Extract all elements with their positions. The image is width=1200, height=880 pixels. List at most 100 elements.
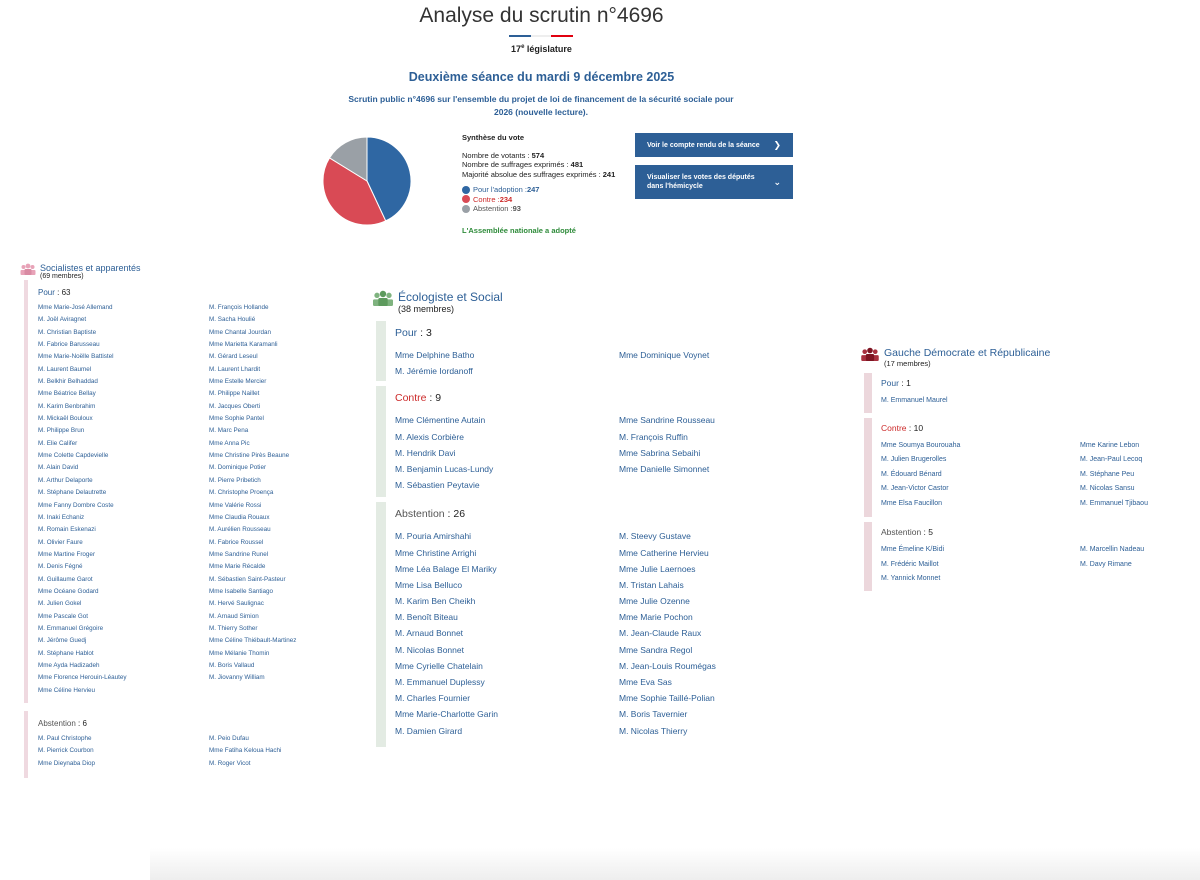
- deputy-link[interactable]: Mme Delphine Batho: [395, 350, 475, 360]
- deputy-link[interactable]: Mme Fanny Dombre Coste: [38, 501, 114, 509]
- deputy-link[interactable]: M. Benjamin Lucas-Lundy: [395, 463, 494, 474]
- deputy-link[interactable]: Mme Céline Thiébault-Martinez: [209, 637, 297, 645]
- deputy-link[interactable]: M. Christian Baptiste: [38, 328, 97, 336]
- deputy-link[interactable]: M. Stéphane Peu: [1080, 470, 1135, 478]
- deputy-link[interactable]: M. Fabrice Roussel: [209, 538, 264, 546]
- deputy-link[interactable]: Mme Océane Godard: [38, 587, 99, 595]
- deputy-link[interactable]: M. Damien Girard: [395, 725, 463, 736]
- deputy-link[interactable]: M. Philippe Naillet: [209, 390, 260, 398]
- deputy-link[interactable]: Mme Dominique Voynet: [619, 350, 710, 360]
- deputy-link[interactable]: M. Stéphane Hablot: [38, 649, 94, 657]
- deputy-link[interactable]: Mme Clémentine Autain: [395, 415, 486, 426]
- deputy-link[interactable]: Mme Béatrice Bellay: [38, 390, 96, 398]
- deputy-link[interactable]: M. Pierrick Courbon: [38, 747, 94, 755]
- deputy-link[interactable]: Mme Eva Sas: [619, 677, 672, 687]
- deputy-link[interactable]: Mme Estelle Mercier: [209, 378, 267, 386]
- deputy-link[interactable]: M. Dominique Potier: [209, 464, 267, 472]
- deputy-link[interactable]: Mme Marie-José Allemand: [38, 304, 113, 311]
- deputy-link[interactable]: M. Jean-Claude Raux: [619, 628, 702, 639]
- deputy-link[interactable]: M. Aurélien Rousseau: [209, 526, 271, 534]
- deputy-link[interactable]: Mme Valérie Rossi: [209, 501, 262, 509]
- deputy-link[interactable]: M. Laurent Baumel: [38, 365, 92, 373]
- deputy-link[interactable]: M. Steevy Gustave: [619, 531, 691, 542]
- deputy-link[interactable]: M. Frédéric Maillot: [881, 560, 939, 568]
- deputy-link[interactable]: M. Elie Califer: [38, 439, 78, 447]
- deputy-link[interactable]: M. Marc Pena: [209, 427, 249, 435]
- deputy-link[interactable]: Mme Catherine Hervieu: [619, 547, 709, 558]
- deputy-link[interactable]: Mme Anna Pic: [209, 439, 250, 447]
- deputy-link[interactable]: M. François Hollande: [209, 304, 269, 311]
- deputy-link[interactable]: M. Boris Vallaud: [209, 661, 255, 669]
- deputy-link[interactable]: Mme Marie-Charlotte Garin: [395, 709, 498, 720]
- deputy-link[interactable]: Mme Lisa Belluco: [395, 579, 463, 590]
- deputy-link[interactable]: M. Jiovanny William: [209, 674, 265, 682]
- deputy-link[interactable]: M. Alain David: [38, 464, 79, 472]
- deputy-link[interactable]: M. Hervé Saulignac: [209, 600, 264, 608]
- deputy-link[interactable]: Mme Florence Herouin-Léautey: [38, 674, 127, 682]
- deputy-link[interactable]: M. Stéphane Delautrette: [38, 489, 107, 497]
- deputy-link[interactable]: M. Julien Brugerolles: [881, 456, 947, 463]
- deputy-link[interactable]: M. Paul Christophe: [38, 735, 92, 742]
- deputy-link[interactable]: Mme Sophie Taillé-Polian: [619, 693, 715, 704]
- deputy-link[interactable]: M. Édouard Bénard: [881, 470, 942, 478]
- deputy-link[interactable]: M. Hendrik Davi: [395, 447, 456, 458]
- deputy-link[interactable]: Mme Chantal Jourdan: [209, 328, 271, 336]
- deputy-link[interactable]: M. Charles Fournier: [395, 693, 471, 704]
- deputy-link[interactable]: Mme Marie-Noëlle Battistel: [38, 353, 114, 361]
- deputy-link[interactable]: M. Yannick Monnet: [881, 575, 941, 582]
- deputy-link[interactable]: Mme Christine Arrighi: [395, 547, 477, 558]
- deputy-link[interactable]: Mme Sandra Regol: [619, 644, 693, 655]
- deputy-link[interactable]: M. Sébastien Peytavie: [395, 480, 480, 491]
- deputy-link[interactable]: M. Jean-Victor Castor: [881, 485, 949, 492]
- deputy-link[interactable]: Mme Martine Froger: [38, 550, 96, 558]
- deputy-link[interactable]: M. Joël Aviragnet: [38, 316, 87, 324]
- deputy-link[interactable]: M. Jacques Oberti: [209, 402, 261, 410]
- deputy-link[interactable]: Mme Émeline K/Bidi: [881, 546, 945, 553]
- deputy-link[interactable]: Mme Sandrine Runel: [209, 550, 269, 558]
- deputy-link[interactable]: Mme Pascale Got: [38, 612, 89, 620]
- deputy-link[interactable]: Mme Colette Capdevielle: [38, 452, 109, 460]
- deputy-link[interactable]: M. Philippe Brun: [38, 427, 85, 435]
- deputy-link[interactable]: M. Pouria Amirshahi: [395, 531, 472, 542]
- deputy-link[interactable]: M. Roger Vicot: [209, 759, 251, 767]
- deputy-link[interactable]: M. Peio Dufau: [209, 735, 249, 742]
- deputy-link[interactable]: Mme Mélanie Thomin: [209, 649, 270, 657]
- deputy-link[interactable]: Mme Céline Hervieu: [38, 686, 96, 694]
- deputy-link[interactable]: Mme Claudia Rouaux: [209, 513, 270, 521]
- deputy-link[interactable]: M. Arnaud Simion: [209, 612, 259, 620]
- deputy-link[interactable]: M. Mickaël Bouloux: [38, 415, 93, 423]
- deputy-link[interactable]: Mme Soumya Bourouaha: [881, 441, 961, 449]
- deputy-link[interactable]: M. Christophe Proença: [209, 489, 274, 497]
- deputy-link[interactable]: M. Guillaume Garot: [38, 575, 93, 583]
- deputy-link[interactable]: Mme Julie Laernoes: [619, 563, 696, 574]
- deputy-link[interactable]: M. Marcellin Nadeau: [1080, 546, 1145, 553]
- deputy-link[interactable]: M. Nicolas Thierry: [619, 725, 688, 736]
- deputy-link[interactable]: M. Boris Tavernier: [619, 709, 688, 720]
- deputy-link[interactable]: M. Arthur Delaporte: [38, 476, 93, 484]
- deputy-link[interactable]: Mme Christine Pirès Beaune: [209, 452, 290, 460]
- deputy-link[interactable]: M. Davy Rimane: [1080, 560, 1132, 568]
- deputy-link[interactable]: M. Emmanuel Grégoire: [38, 624, 104, 632]
- deputy-link[interactable]: Mme Julie Ozenne: [619, 596, 690, 607]
- deputy-link[interactable]: Mme Marietta Karamanli: [209, 341, 278, 349]
- deputy-link[interactable]: M. Emmanuel Tjibaou: [1080, 499, 1148, 507]
- deputy-link[interactable]: M. Sébastien Saint-Pasteur: [209, 575, 286, 583]
- deputy-link[interactable]: M. Nicolas Bonnet: [395, 644, 464, 655]
- deputy-link[interactable]: M. Alexis Corbière: [395, 431, 464, 442]
- deputy-link[interactable]: M. François Ruffin: [619, 431, 688, 442]
- deputy-link[interactable]: M. Inaki Echaniz: [38, 513, 85, 521]
- compte-rendu-button[interactable]: Voir le compte rendu de la séance ❯: [635, 133, 793, 157]
- deputy-link[interactable]: M. Benoît Biteau: [395, 612, 458, 623]
- deputy-link[interactable]: Mme Fatiha Keloua Hachi: [209, 747, 282, 755]
- deputy-link[interactable]: Mme Isabelle Santiago: [209, 587, 274, 595]
- deputy-link[interactable]: M. Jean-Paul Lecoq: [1080, 456, 1143, 463]
- hemicycle-button[interactable]: Visualiser les votes des députés dans l'…: [635, 165, 793, 199]
- deputy-link[interactable]: M. Belkhir Belhaddad: [38, 378, 98, 386]
- deputy-link[interactable]: M. Fabrice Barusseau: [38, 341, 100, 349]
- deputy-link[interactable]: M. Thierry Sother: [209, 624, 258, 632]
- deputy-link[interactable]: M. Jérémie Iordanoff: [395, 366, 473, 377]
- deputy-link[interactable]: M. Julien Gokel: [38, 600, 82, 608]
- deputy-link[interactable]: M. Olivier Faure: [38, 538, 83, 546]
- deputy-link[interactable]: Mme Sandrine Rousseau: [619, 415, 715, 426]
- deputy-link[interactable]: Mme Marie Pochon: [619, 612, 693, 623]
